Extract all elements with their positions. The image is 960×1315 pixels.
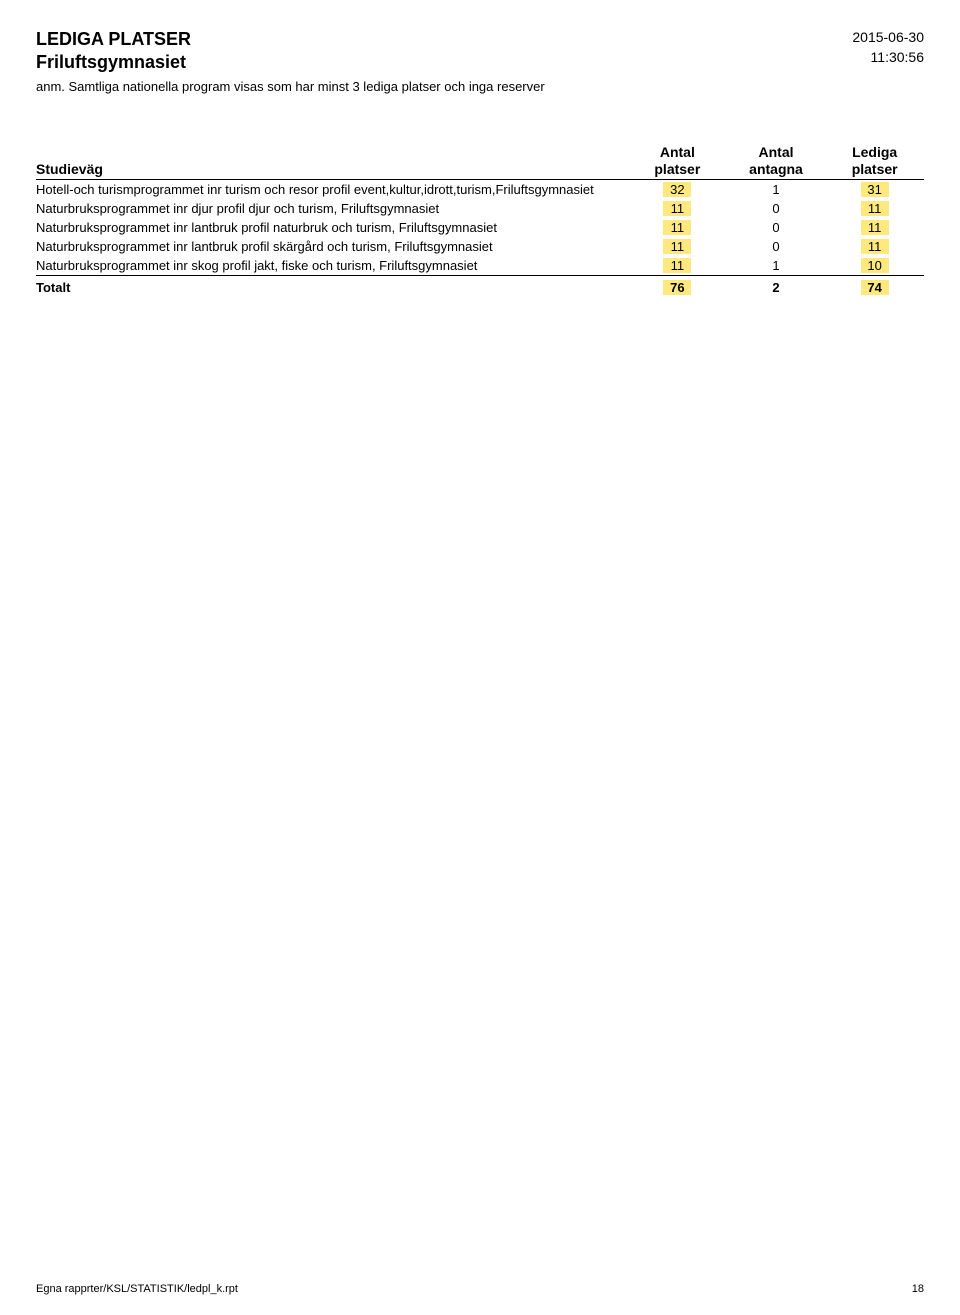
col-header-lediga: Lediga platser: [825, 142, 924, 180]
row-label: Hotell-och turismprogrammet inr turism o…: [36, 180, 628, 200]
col-header-name: Studieväg: [36, 142, 628, 180]
report-table: Studieväg Antal platser Antal antagna: [36, 142, 924, 298]
cell-antagna: 1: [727, 180, 826, 200]
cell-antagna: 1: [727, 256, 826, 276]
cell-platser: 11: [628, 256, 727, 276]
col-header-platser: Antal platser: [628, 142, 727, 180]
cell-antagna: 0: [727, 237, 826, 256]
cell-antagna: 0: [727, 199, 826, 218]
table-row: Naturbruksprogrammet inr lantbruk profil…: [36, 237, 924, 256]
page-header: LEDIGA PLATSER Friluftsgymnasiet anm. Sa…: [36, 28, 924, 94]
cell-platser: 11: [628, 237, 727, 256]
header-right: 2015-06-30 11:30:56: [852, 28, 924, 67]
header-left: LEDIGA PLATSER Friluftsgymnasiet anm. Sa…: [36, 28, 545, 94]
footer-page-number: 18: [912, 1283, 924, 1295]
total-label: Totalt: [36, 276, 628, 298]
total-antagna: 2: [727, 276, 826, 298]
cell-lediga: 11: [825, 199, 924, 218]
row-label: Naturbruksprogrammet inr skog profil jak…: [36, 256, 628, 276]
cell-lediga: 11: [825, 237, 924, 256]
cell-platser: 11: [628, 218, 727, 237]
table-row: Hotell-och turismprogrammet inr turism o…: [36, 180, 924, 200]
page-subtitle: Friluftsgymnasiet: [36, 51, 545, 74]
page-title: LEDIGA PLATSER: [36, 28, 545, 51]
report-date: 2015-06-30: [852, 28, 924, 48]
total-row: Totalt 76 2 74: [36, 276, 924, 298]
cell-lediga: 31: [825, 180, 924, 200]
cell-platser: 32: [628, 180, 727, 200]
table-row: Naturbruksprogrammet inr skog profil jak…: [36, 256, 924, 276]
cell-platser: 11: [628, 199, 727, 218]
table-body: Hotell-och turismprogrammet inr turism o…: [36, 180, 924, 298]
row-label: Naturbruksprogrammet inr lantbruk profil…: [36, 218, 628, 237]
col-header-antagna: Antal antagna: [727, 142, 826, 180]
table-row: Naturbruksprogrammet inr djur profil dju…: [36, 199, 924, 218]
table-row: Naturbruksprogrammet inr lantbruk profil…: [36, 218, 924, 237]
cell-lediga: 11: [825, 218, 924, 237]
report-table-container: Studieväg Antal platser Antal antagna: [36, 142, 924, 298]
footer-path: Egna rapprter/KSL/STATISTIK/ledpl_k.rpt: [36, 1283, 238, 1295]
cell-lediga: 10: [825, 256, 924, 276]
total-platser: 76: [628, 276, 727, 298]
total-lediga: 74: [825, 276, 924, 298]
table-header-row: Studieväg Antal platser Antal antagna: [36, 142, 924, 180]
cell-antagna: 0: [727, 218, 826, 237]
page-footer: Egna rapprter/KSL/STATISTIK/ledpl_k.rpt …: [36, 1283, 924, 1295]
row-label: Naturbruksprogrammet inr djur profil dju…: [36, 199, 628, 218]
row-label: Naturbruksprogrammet inr lantbruk profil…: [36, 237, 628, 256]
header-note: anm. Samtliga nationella program visas s…: [36, 79, 545, 94]
report-time: 11:30:56: [852, 48, 924, 68]
